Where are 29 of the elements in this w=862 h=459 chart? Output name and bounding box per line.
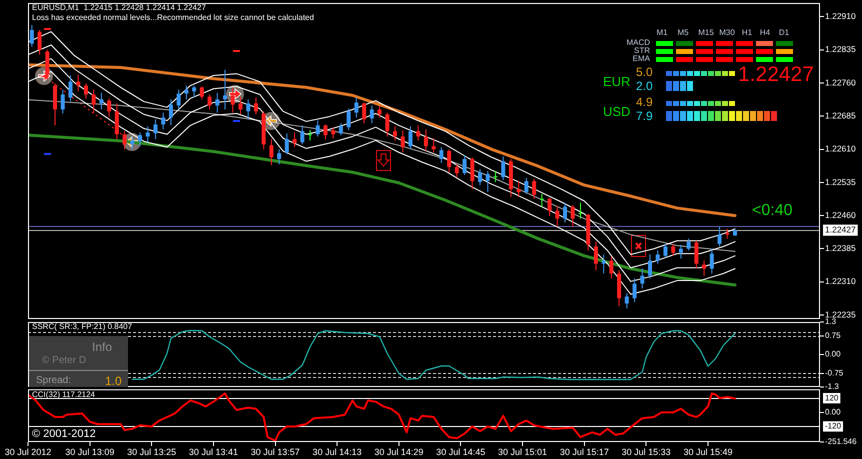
annotation: © Peter D [42, 355, 86, 366]
y-tick-label: 0.00 [825, 408, 842, 417]
annotation: Info [92, 340, 112, 354]
x-tick-label: 30 Jul 15:49 [683, 446, 732, 457]
annotation: © 2001-2012 [32, 428, 96, 440]
x-tick-label: 30 Jul 13:41 [188, 446, 238, 457]
ref-line-label: 120 [825, 393, 839, 402]
x-tick-label: 30 Jul 14:45 [436, 446, 486, 457]
y-tick-label: 1.3 [825, 317, 837, 326]
x-tick-label: 30 Jul 15:01 [498, 446, 548, 457]
x-tick-label: 30 Jul 13:09 [65, 446, 114, 457]
y-tick-label: -251.546 [825, 437, 858, 446]
y-tick-label: 0.00 [825, 350, 842, 359]
x-tick-label: 30 Jul 14:13 [312, 446, 362, 457]
chart-title: SSRC( SR:3, FP:21) 0.8407 [32, 322, 132, 331]
x-tick-label: 30 Jul 14:29 [374, 446, 424, 457]
annotation: 1.0 [105, 374, 122, 388]
y-tick-label: 0.75 [825, 330, 842, 340]
x-tick-label: 30 Jul 15:33 [622, 446, 671, 457]
chart-title: CCI(32) 117.2124 [32, 390, 95, 398]
x-tick-label: 30 Jul 2012 [4, 446, 52, 457]
annotation: Spread: [36, 375, 72, 386]
x-tick-label: 30 Jul 13:25 [127, 446, 176, 457]
x-tick-label: 30 Jul 15:17 [560, 446, 609, 457]
y-tick-label: -0.75 [825, 368, 844, 378]
x-tick-label: 30 Jul 13:57 [250, 446, 300, 457]
ref-line-label: -120 [825, 422, 842, 431]
y-tick-label: 1.22235 [825, 309, 856, 320]
y-tick-label: -1.3 [825, 382, 840, 392]
